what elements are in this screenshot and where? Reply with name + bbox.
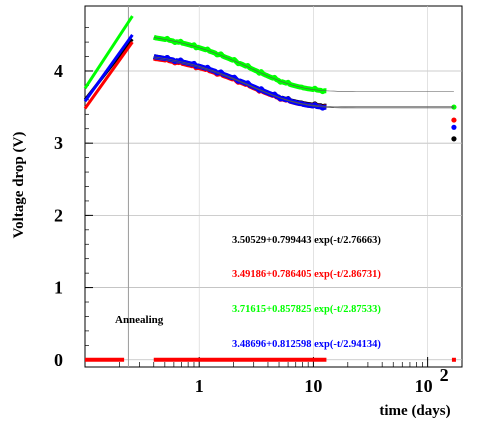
y-tick-label: 2 [54,205,63,225]
x-tick-label: 10 [304,376,322,396]
series-ramp [83,34,134,103]
y-tick-label: 0 [54,350,63,370]
x-tick-label: 1 [195,376,204,396]
fit-curves [153,37,454,109]
axis-ticks: 0 1 2 3 4 1 10 10 2 [54,27,463,396]
grid [85,6,462,367]
series-1 [83,41,457,123]
series-late-point [451,104,457,110]
series-3 [83,34,457,130]
fit-label-blue: 3.48696+0.812598 exp(-t/2.94134) [232,339,381,350]
fit-curve-2 [153,37,454,92]
annealing-point [451,357,456,362]
series-ramp [83,15,134,90]
annealing-marker [85,357,456,362]
x-axis-title: time (days) [379,403,450,419]
series-0 [83,38,457,142]
x-tick-exponent: 2 [440,365,449,385]
fit-curve-3 [153,56,454,109]
series-late-point [451,117,457,123]
y-tick-label: 1 [54,278,63,298]
y-tick-label: 3 [54,133,63,153]
fit-label-red: 3.49186+0.786405 exp(-t/2.86731) [232,269,381,280]
series-ramp [83,41,134,110]
y-axis-title: Voltage drop (V) [11,132,27,239]
fit-label-green: 3.71615+0.857825 exp(-t/2.87533) [232,304,381,315]
series-late-point [451,124,457,130]
annealing-label: Annealing [115,314,164,326]
series-late-point [451,136,457,142]
x-tick-label: 10 [415,376,433,396]
y-tick-label: 4 [54,61,63,81]
fit-label-black: 3.50529+0.799443 exp(-t/2.76663) [232,235,381,246]
